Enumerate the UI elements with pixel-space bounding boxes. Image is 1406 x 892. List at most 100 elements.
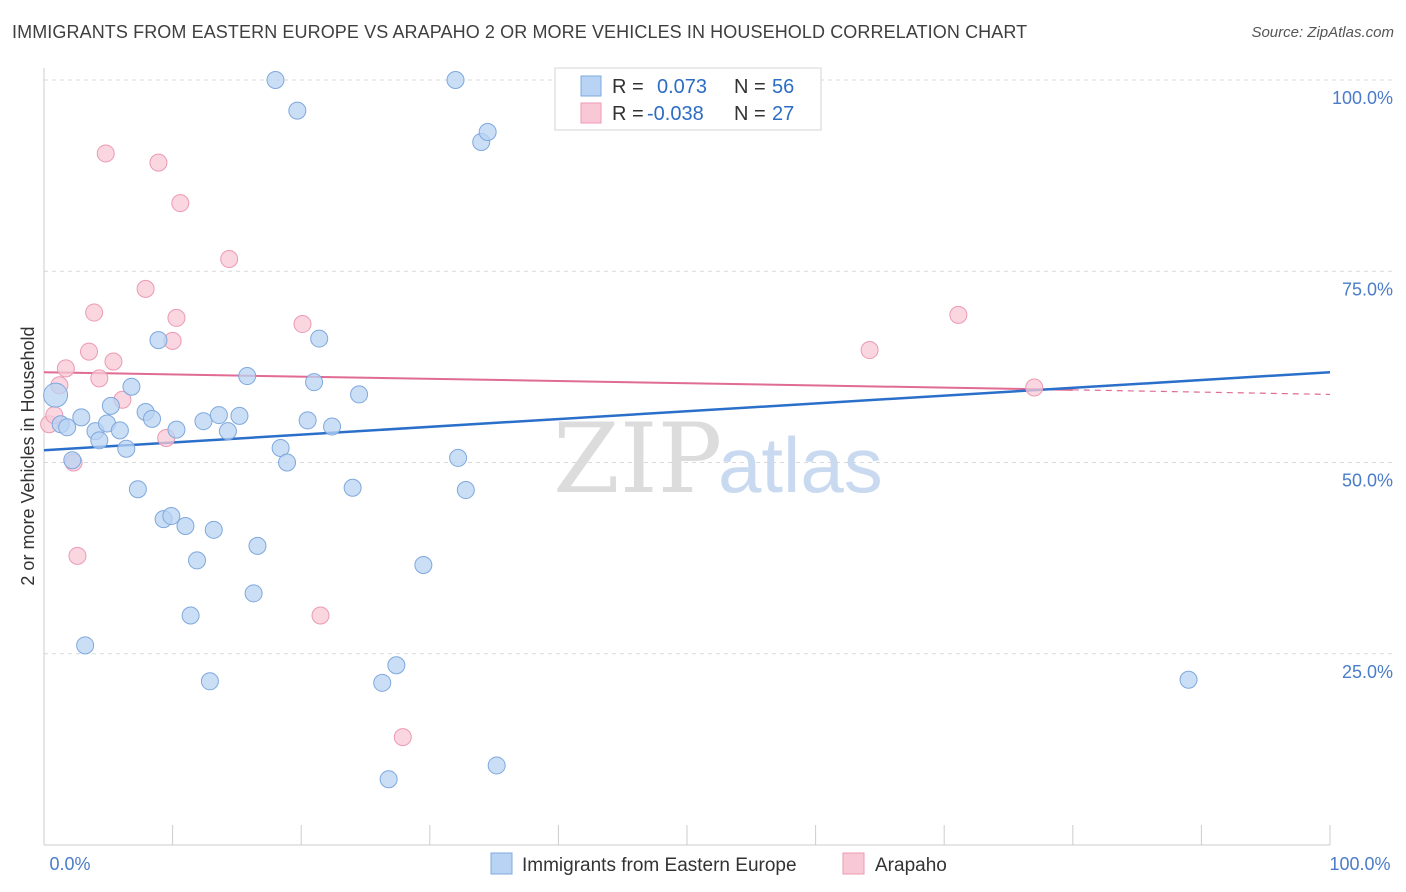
point-arapaho-5 xyxy=(68,546,87,565)
point-arapaho-20 xyxy=(311,606,330,625)
y-axis-title: 2 or more Vehicles in Household xyxy=(18,326,38,585)
point-eastern-europe-30 xyxy=(244,584,263,603)
legend-n-value-blue: 56 xyxy=(772,76,794,98)
legend-n-label-blue: N = xyxy=(734,76,766,98)
point-eastern-europe-12 xyxy=(122,377,141,396)
point-eastern-europe-5 xyxy=(76,636,95,655)
point-eastern-europe-37 xyxy=(305,373,324,392)
point-arapaho-9 xyxy=(96,144,115,163)
legend-n-label-pink: N = xyxy=(734,103,766,125)
point-arapaho-24 xyxy=(1025,378,1044,397)
y-tick-label-25: 25.0% xyxy=(1342,662,1393,682)
point-eastern-europe-42 xyxy=(373,673,392,692)
point-arapaho-17 xyxy=(171,194,190,213)
trend-lines xyxy=(43,370,1331,452)
point-arapaho-10 xyxy=(104,352,123,371)
point-eastern-europe-41 xyxy=(350,385,369,404)
series-legend: Immigrants from Eastern Europe Arapaho xyxy=(490,852,947,876)
point-eastern-europe-50 xyxy=(478,123,497,142)
point-eastern-europe-24 xyxy=(200,672,219,691)
x-tick-labels: 0.0% 100.0% xyxy=(49,854,1390,874)
legend-swatch-pink xyxy=(580,102,602,124)
chart-title: IMMIGRANTS FROM EASTERN EUROPE VS ARAPAH… xyxy=(12,22,1028,42)
point-eastern-europe-13 xyxy=(128,480,147,499)
point-eastern-europe-18 xyxy=(162,507,181,526)
legend-r-label-pink: R = xyxy=(612,103,644,125)
point-eastern-europe-25 xyxy=(204,520,223,539)
x-tick-label-0: 0.0% xyxy=(49,854,90,874)
point-eastern-europe-3 xyxy=(63,451,82,470)
point-eastern-europe-27 xyxy=(218,422,237,441)
watermark-atlas: atlas xyxy=(718,421,883,509)
bottom-legend-label-pink: Arapaho xyxy=(875,855,947,876)
point-eastern-europe-40 xyxy=(343,478,362,497)
point-eastern-europe-48 xyxy=(456,481,475,500)
point-arapaho-13 xyxy=(149,153,168,172)
point-eastern-europe-26 xyxy=(209,406,228,425)
point-arapaho-18 xyxy=(220,250,239,269)
point-eastern-europe-38 xyxy=(310,329,329,348)
point-eastern-europe-15 xyxy=(143,409,162,428)
legend-r-value-blue: 0.073 xyxy=(657,76,707,98)
source-label: Source: ZipAtlas.com xyxy=(1251,24,1394,41)
x-tick-label-100: 100.0% xyxy=(1329,854,1390,874)
y-tick-labels: 25.0% 50.0% 75.0% 100.0% xyxy=(1332,88,1393,682)
point-eastern-europe-23 xyxy=(194,412,213,431)
point-eastern-europe-7 xyxy=(90,431,109,450)
point-eastern-europe-43 xyxy=(379,770,398,789)
point-arapaho-7 xyxy=(85,303,104,322)
point-arapaho-6 xyxy=(80,342,99,361)
point-arapaho-8 xyxy=(90,369,109,388)
legend-n-value-pink: 27 xyxy=(772,103,794,125)
point-eastern-europe-4 xyxy=(72,408,91,427)
point-arapaho-16 xyxy=(167,308,186,327)
x-ticks xyxy=(43,825,1331,845)
trend-line-arapaho-extension xyxy=(1072,389,1331,396)
point-eastern-europe-10 xyxy=(110,421,129,440)
point-eastern-europe-29 xyxy=(238,367,257,386)
legend-r-value-pink: -0.038 xyxy=(647,103,704,125)
point-eastern-europe-2 xyxy=(58,418,77,437)
point-eastern-europe-28 xyxy=(230,406,249,425)
points-eastern-europe xyxy=(43,71,1198,789)
point-eastern-europe-16 xyxy=(149,331,168,350)
point-eastern-europe-55 xyxy=(1179,670,1198,689)
y-tick-label-50: 50.0% xyxy=(1342,471,1393,491)
gridlines xyxy=(44,79,1392,655)
y-tick-label-75: 75.0% xyxy=(1342,279,1393,299)
point-eastern-europe-44 xyxy=(387,656,406,675)
point-arapaho-19 xyxy=(293,315,312,334)
point-eastern-europe-21 xyxy=(181,606,200,625)
point-eastern-europe-36 xyxy=(298,411,317,430)
watermark: ZIP atlas xyxy=(553,403,883,515)
point-arapaho-12 xyxy=(136,279,155,298)
point-arapaho-3 xyxy=(56,359,75,378)
y-tick-label-100: 100.0% xyxy=(1332,88,1393,108)
bottom-legend-label-blue: Immigrants from Eastern Europe xyxy=(522,855,797,876)
point-eastern-europe-45 xyxy=(414,556,433,575)
point-eastern-europe-47 xyxy=(449,448,468,467)
point-eastern-europe-39 xyxy=(323,417,342,436)
point-eastern-europe-19 xyxy=(167,420,186,439)
point-arapaho-21 xyxy=(393,728,412,747)
point-eastern-europe-20 xyxy=(176,516,195,535)
point-eastern-europe-35 xyxy=(288,101,307,120)
points-arapaho xyxy=(40,144,1044,747)
trend-line-arapaho xyxy=(43,371,1073,391)
bottom-legend-swatch-pink xyxy=(842,852,865,875)
point-eastern-europe-51 xyxy=(487,756,506,775)
point-eastern-europe-32 xyxy=(266,71,285,89)
point-eastern-europe-46 xyxy=(446,71,465,89)
point-eastern-europe-34 xyxy=(278,453,297,472)
legend-r-label-blue: R = xyxy=(612,76,644,98)
point-eastern-europe-31 xyxy=(248,536,267,555)
point-arapaho-22 xyxy=(860,341,879,360)
watermark-zip: ZIP xyxy=(553,403,722,515)
stats-legend: R = 0.073 N = 56 R = -0.038 N = 27 xyxy=(554,67,822,131)
point-eastern-europe-0 xyxy=(43,382,69,408)
point-eastern-europe-22 xyxy=(188,551,207,570)
point-eastern-europe-11 xyxy=(117,439,136,458)
point-eastern-europe-9 xyxy=(101,396,120,415)
legend-swatch-blue xyxy=(580,75,602,97)
